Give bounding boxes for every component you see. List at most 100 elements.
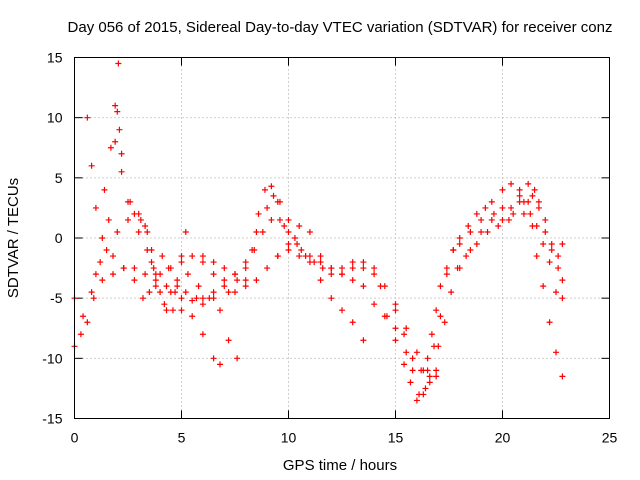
data-point	[516, 186, 523, 193]
data-point	[317, 253, 324, 260]
data-point	[559, 373, 566, 380]
data-point	[234, 277, 241, 284]
data-point	[296, 222, 303, 229]
data-point	[285, 228, 292, 235]
data-point	[317, 277, 324, 284]
data-point	[195, 283, 202, 290]
data-point	[217, 307, 224, 314]
data-point	[328, 271, 335, 278]
data-point	[360, 265, 367, 272]
data-point	[516, 198, 523, 205]
data-point	[118, 168, 125, 175]
data-point	[178, 295, 185, 302]
x-tick-label: 25	[602, 430, 618, 446]
plot-frame	[74, 57, 610, 419]
data-point	[443, 265, 450, 272]
data-point	[276, 198, 283, 205]
data-point	[456, 265, 463, 272]
data-point	[199, 253, 206, 260]
data-point	[437, 313, 444, 320]
data-point	[242, 277, 249, 284]
data-point	[559, 277, 566, 284]
data-point	[527, 210, 534, 217]
data-point	[535, 204, 542, 211]
data-point	[221, 265, 228, 272]
data-point	[328, 295, 335, 302]
data-point	[450, 247, 457, 254]
data-point	[210, 259, 217, 266]
data-point	[120, 265, 127, 272]
data-point	[255, 210, 262, 217]
data-point	[409, 367, 416, 374]
data-point	[174, 283, 181, 290]
data-point	[510, 210, 517, 217]
series-sat-2	[84, 114, 217, 308]
data-point	[542, 216, 549, 223]
data-point	[306, 253, 313, 260]
y-tick-label: -5	[50, 290, 63, 306]
data-point	[495, 222, 502, 229]
data-point	[135, 210, 142, 217]
data-point	[548, 247, 555, 254]
data-point	[473, 210, 480, 217]
data-points	[71, 60, 566, 404]
data-point	[90, 295, 97, 302]
data-point	[259, 228, 266, 235]
data-point	[418, 367, 425, 374]
data-point	[516, 192, 523, 199]
y-tick-label: 15	[47, 50, 63, 66]
series-sat-3	[101, 60, 224, 368]
data-point	[125, 216, 131, 223]
data-point	[548, 241, 555, 248]
series-sat-7	[199, 222, 440, 380]
data-point	[285, 241, 292, 248]
data-point	[84, 114, 91, 121]
data-point	[531, 186, 538, 193]
data-point	[443, 271, 450, 278]
data-point	[555, 265, 562, 272]
data-point	[540, 241, 547, 248]
data-point	[99, 235, 106, 241]
data-point	[360, 283, 367, 290]
data-point	[189, 297, 196, 304]
data-point	[499, 204, 506, 211]
data-point	[349, 319, 356, 326]
data-point	[97, 259, 104, 266]
data-point	[189, 253, 196, 260]
data-point	[426, 373, 433, 380]
data-point	[433, 367, 440, 374]
data-point	[520, 210, 527, 217]
data-point	[261, 186, 268, 193]
data-point	[112, 138, 119, 145]
series-sat-8	[225, 216, 429, 398]
data-point	[540, 283, 547, 290]
data-point	[276, 216, 283, 223]
data-point	[99, 277, 106, 284]
data-point	[270, 192, 277, 199]
data-point	[409, 355, 416, 362]
data-point	[135, 228, 142, 235]
data-point	[105, 216, 112, 223]
data-point	[401, 331, 408, 338]
data-point	[339, 307, 345, 314]
data-point	[508, 204, 515, 211]
data-point	[118, 150, 125, 157]
data-point	[339, 265, 345, 272]
data-point	[221, 277, 228, 284]
data-point	[553, 289, 559, 296]
series-sat-11	[424, 180, 566, 374]
data-point	[339, 271, 345, 278]
data-point	[161, 301, 168, 308]
data-point	[392, 307, 399, 314]
data-point	[88, 289, 95, 296]
data-point	[463, 253, 470, 260]
data-point	[401, 361, 408, 368]
data-point	[407, 379, 414, 386]
data-point	[435, 343, 442, 350]
data-point	[182, 228, 189, 235]
data-point	[317, 259, 324, 266]
data-point	[553, 349, 559, 356]
data-point	[103, 247, 110, 254]
data-point	[488, 216, 495, 223]
